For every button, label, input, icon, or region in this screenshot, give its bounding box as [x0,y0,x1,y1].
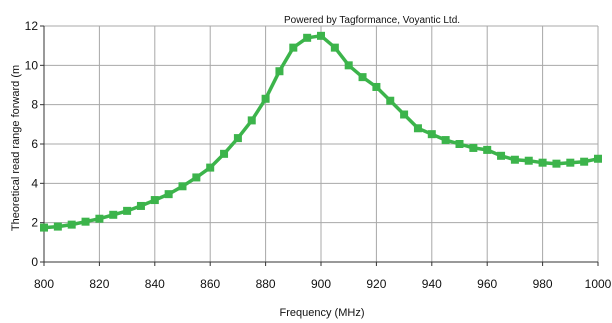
data-point [497,151,506,160]
data-point [247,116,256,125]
data-point [261,94,270,103]
x-tick-label: 900 [311,277,331,291]
series-layer [40,31,602,232]
tick-labels: 800 820 840 860 880 900 920 940 960 980 1000 0 2 4 6 8 1… [25,19,612,291]
data-point [233,134,242,143]
x-tick-label: 940 [422,277,442,291]
data-point [344,61,353,70]
data-point [164,190,173,199]
data-point [538,158,547,167]
data-point [400,110,409,119]
data-point [455,140,464,148]
data-point [40,223,48,232]
data-point [303,33,312,42]
data-point [358,73,367,82]
data-point [275,67,284,76]
y-tick-label: 8 [31,98,38,112]
data-point [206,163,215,172]
x-tick-label: 880 [256,277,276,291]
y-tick-label: 6 [31,137,38,151]
data-point [413,124,422,133]
data-point [386,96,395,105]
data-point [566,158,575,167]
x-axis-title: Frequency (MHz) [280,307,365,319]
credit-text: Powered by Tagformance, Voyantic Ltd. [284,15,460,26]
data-point [552,159,561,168]
grid [43,25,599,263]
data-point [95,214,104,223]
y-tick-label: 0 [31,255,38,269]
x-tick-label: 920 [366,277,386,291]
data-point [330,43,339,52]
x-tick-label: 820 [89,277,109,291]
x-tick-label: 1000 [585,277,612,291]
data-point [123,206,132,215]
data-point [150,196,159,205]
x-tick-label: 800 [34,277,54,291]
data-point [469,143,478,152]
data-point [483,145,492,154]
x-tick-label: 980 [533,277,553,291]
data-point [580,157,589,166]
data-point [524,156,533,165]
data-point [372,82,381,91]
x-tick-label: 960 [477,277,497,291]
data-point [594,154,602,163]
data-point [441,136,450,145]
x-tick-label: 840 [145,277,165,291]
data-point [289,43,298,52]
data-point [220,149,229,158]
data-point [81,217,90,226]
data-point [109,210,118,219]
data-point [53,222,62,231]
data-point [67,220,76,229]
y-axis-title: Theoretical read range forward (m [10,65,22,231]
y-tick-label: 12 [25,19,39,33]
y-tick-label: 2 [31,216,38,230]
data-point [178,182,187,191]
data-point [510,155,519,164]
data-point [317,31,325,40]
x-tick-label: 860 [200,277,220,291]
y-tick-label: 4 [31,176,38,190]
data-point [427,130,436,139]
data-point [192,173,201,182]
data-point [136,201,145,210]
axes [40,25,599,266]
y-tick-label: 10 [25,58,39,72]
